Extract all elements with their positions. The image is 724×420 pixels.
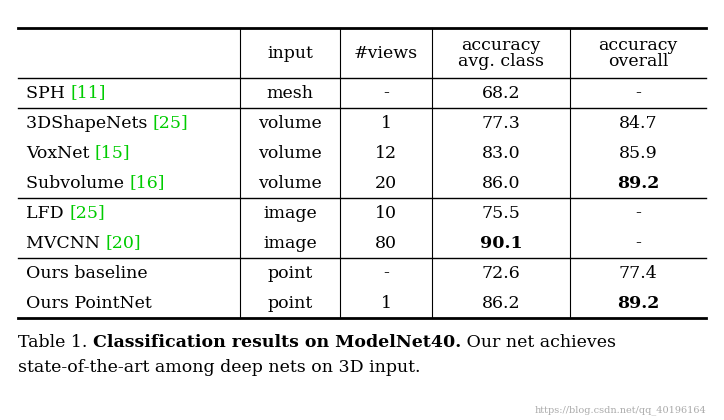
- Text: -: -: [635, 84, 641, 102]
- Text: -: -: [635, 205, 641, 221]
- Text: Ours PointNet: Ours PointNet: [26, 294, 152, 312]
- Text: accuracy: accuracy: [598, 37, 678, 55]
- Text: 72.6: 72.6: [481, 265, 521, 281]
- Text: 20: 20: [375, 174, 397, 192]
- Text: volume: volume: [258, 174, 322, 192]
- Text: overall: overall: [608, 52, 668, 69]
- Text: https://blog.csdn.net/qq_40196164: https://blog.csdn.net/qq_40196164: [534, 405, 706, 415]
- Text: SPH: SPH: [26, 84, 70, 102]
- Text: 3DShapeNets: 3DShapeNets: [26, 115, 153, 131]
- Text: Classification results on ModelNet40.: Classification results on ModelNet40.: [93, 334, 461, 351]
- Text: image: image: [263, 234, 317, 252]
- Text: 12: 12: [375, 144, 397, 162]
- Text: avg. class: avg. class: [458, 52, 544, 69]
- Text: 1: 1: [381, 115, 392, 131]
- Text: mesh: mesh: [266, 84, 313, 102]
- Text: -: -: [383, 265, 389, 281]
- Text: 85.9: 85.9: [618, 144, 657, 162]
- Text: Subvolume: Subvolume: [26, 174, 130, 192]
- Text: 80: 80: [375, 234, 397, 252]
- Text: Ours baseline: Ours baseline: [26, 265, 148, 281]
- Text: MVCNN: MVCNN: [26, 234, 106, 252]
- Text: image: image: [263, 205, 317, 221]
- Text: 10: 10: [375, 205, 397, 221]
- Text: volume: volume: [258, 144, 322, 162]
- Text: [25]: [25]: [69, 205, 105, 221]
- Text: 1: 1: [381, 294, 392, 312]
- Text: 84.7: 84.7: [619, 115, 657, 131]
- Text: 90.1: 90.1: [480, 234, 522, 252]
- Text: point: point: [267, 294, 313, 312]
- Text: [25]: [25]: [153, 115, 189, 131]
- Text: 77.3: 77.3: [481, 115, 521, 131]
- Text: [11]: [11]: [70, 84, 106, 102]
- Text: -: -: [635, 234, 641, 252]
- Text: Our net achieves: Our net achieves: [461, 334, 616, 351]
- Text: 86.0: 86.0: [481, 174, 521, 192]
- Text: 89.2: 89.2: [617, 294, 659, 312]
- Text: [16]: [16]: [130, 174, 165, 192]
- Text: 77.4: 77.4: [618, 265, 657, 281]
- Text: 68.2: 68.2: [481, 84, 521, 102]
- Text: 89.2: 89.2: [617, 174, 659, 192]
- Text: [15]: [15]: [95, 144, 130, 162]
- Text: 75.5: 75.5: [481, 205, 521, 221]
- Text: 86.2: 86.2: [481, 294, 521, 312]
- Text: #views: #views: [354, 45, 418, 61]
- Text: volume: volume: [258, 115, 322, 131]
- Text: -: -: [383, 84, 389, 102]
- Text: 83.0: 83.0: [481, 144, 521, 162]
- Text: input: input: [267, 45, 313, 61]
- Text: LFD: LFD: [26, 205, 69, 221]
- Text: VoxNet: VoxNet: [26, 144, 95, 162]
- Text: point: point: [267, 265, 313, 281]
- Text: Table 1.: Table 1.: [18, 334, 93, 351]
- Text: [20]: [20]: [106, 234, 141, 252]
- Text: accuracy: accuracy: [461, 37, 541, 55]
- Text: state-of-the-art among deep nets on 3D input.: state-of-the-art among deep nets on 3D i…: [18, 359, 421, 376]
